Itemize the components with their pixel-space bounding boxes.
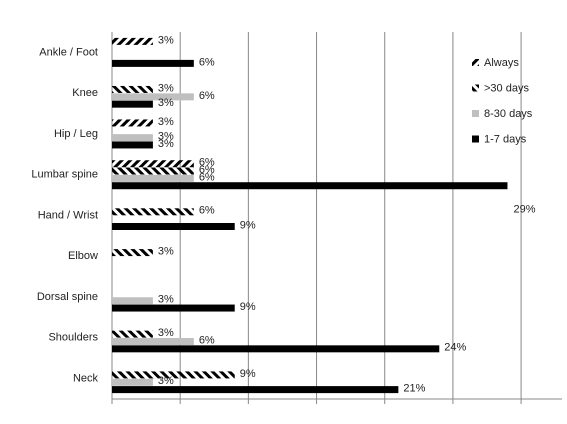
y-tick-label: Knee [72, 87, 98, 99]
data-label: 6% [199, 334, 215, 346]
data-label: 6% [199, 90, 215, 102]
bar [112, 182, 508, 190]
bar [112, 330, 153, 338]
data-label: 9% [240, 219, 256, 231]
bar [112, 208, 194, 216]
legend-swatch [472, 84, 479, 92]
bar [112, 386, 399, 394]
bar [112, 338, 194, 346]
bar [112, 304, 235, 312]
legend-swatch [472, 135, 479, 143]
bar [112, 141, 153, 149]
data-label: 3% [158, 245, 174, 257]
bar [112, 249, 153, 257]
data-label: 3% [158, 82, 174, 94]
data-label: 6% [199, 205, 215, 217]
bar [112, 371, 235, 379]
bar [112, 297, 153, 305]
data-label: 3% [158, 131, 174, 143]
legend-label: 8-30 days [484, 108, 533, 120]
data-label: 6% [199, 157, 215, 169]
data-label: 3% [158, 97, 174, 109]
bar [112, 160, 194, 168]
bar [112, 167, 194, 175]
legend-swatch [472, 59, 479, 66]
data-label: 9% [240, 368, 256, 380]
data-label: 3% [158, 375, 174, 387]
y-tick-label: Elbow [68, 250, 98, 262]
bar [112, 100, 153, 108]
y-tick-label: Ankle / Foot [39, 46, 98, 58]
data-label: 6% [199, 56, 215, 68]
y-tick-label: Dorsal spine [37, 291, 98, 303]
data-label: 29% [513, 204, 535, 216]
data-label: 21% [403, 383, 425, 395]
bar [112, 345, 440, 353]
data-label: 3% [158, 138, 174, 150]
y-tick-label: Hand / Wrist [38, 209, 98, 221]
y-tick-label: Lumbar spine [31, 169, 98, 181]
bar [112, 37, 153, 45]
bar [112, 59, 194, 67]
bar [112, 119, 153, 127]
bar [112, 93, 194, 101]
data-label: 3% [158, 327, 174, 339]
y-tick-label: Neck [73, 373, 99, 385]
legend-label: >30 days [484, 82, 529, 94]
bar [112, 174, 194, 182]
bar [112, 134, 153, 142]
y-tick-label: Hip / Leg [54, 128, 98, 140]
legend-swatch [472, 110, 479, 117]
bar [112, 223, 235, 230]
legend-label: 1-7 days [484, 133, 527, 145]
bar [112, 85, 153, 93]
data-label: 3% [158, 116, 174, 128]
bar [112, 378, 153, 386]
data-label: 3% [158, 294, 174, 306]
legend-label: Always [484, 57, 519, 69]
y-tick-label: Shoulders [48, 332, 98, 344]
data-label: 6% [199, 164, 215, 176]
data-label: 24% [444, 342, 466, 354]
data-label: 9% [240, 301, 256, 313]
data-label: 6% [199, 171, 215, 183]
data-label: 3% [158, 34, 174, 46]
